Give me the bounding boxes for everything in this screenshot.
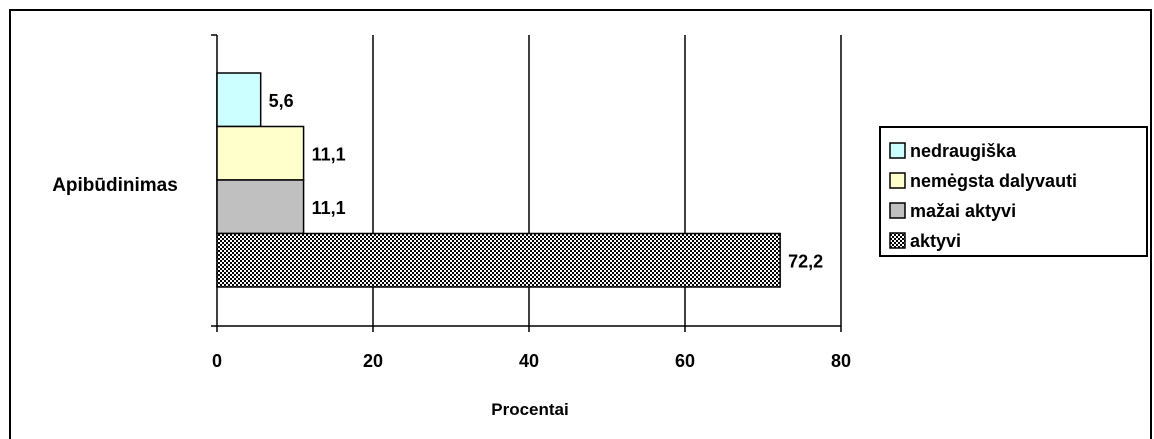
bar [216, 179, 305, 235]
legend-label: aktyvi [910, 231, 961, 251]
legend-swatch [889, 232, 906, 249]
x-tick-label: 40 [519, 351, 539, 371]
x-tick-label: 60 [675, 351, 695, 371]
x-tick-label: 0 [212, 351, 222, 371]
legend-swatch [889, 202, 906, 219]
x-axis-title: Procentai [491, 400, 568, 419]
bar [216, 232, 781, 288]
bar [216, 72, 262, 128]
legend-swatch [889, 172, 906, 189]
x-tick-labels: 0 20 40 60 80 [212, 351, 851, 371]
legend-label: nedraugiška [910, 141, 1017, 161]
legend: nedraugiška nemėgsta dalyvauti mažai aktyv… [879, 126, 1148, 257]
data-label: 5,6 [269, 91, 294, 111]
bars [216, 72, 781, 288]
legend-box [879, 126, 1148, 257]
legend-swatch [889, 142, 906, 159]
data-labels: 5,6 11,1 11,1 72,2 [269, 91, 824, 272]
legend-label: mažai aktyvi [910, 201, 1016, 221]
x-tick-label: 80 [831, 351, 851, 371]
bar [216, 125, 305, 181]
data-label: 11,1 [312, 144, 346, 164]
data-label: 11,1 [312, 198, 346, 218]
chart-frame [9, 9, 1152, 439]
legend-label: nemėgsta dalyvauti [910, 171, 1077, 191]
category-axis-label: Apibūdinimas [52, 175, 178, 196]
x-tick-label: 20 [363, 351, 383, 371]
data-label: 72,2 [788, 251, 823, 271]
